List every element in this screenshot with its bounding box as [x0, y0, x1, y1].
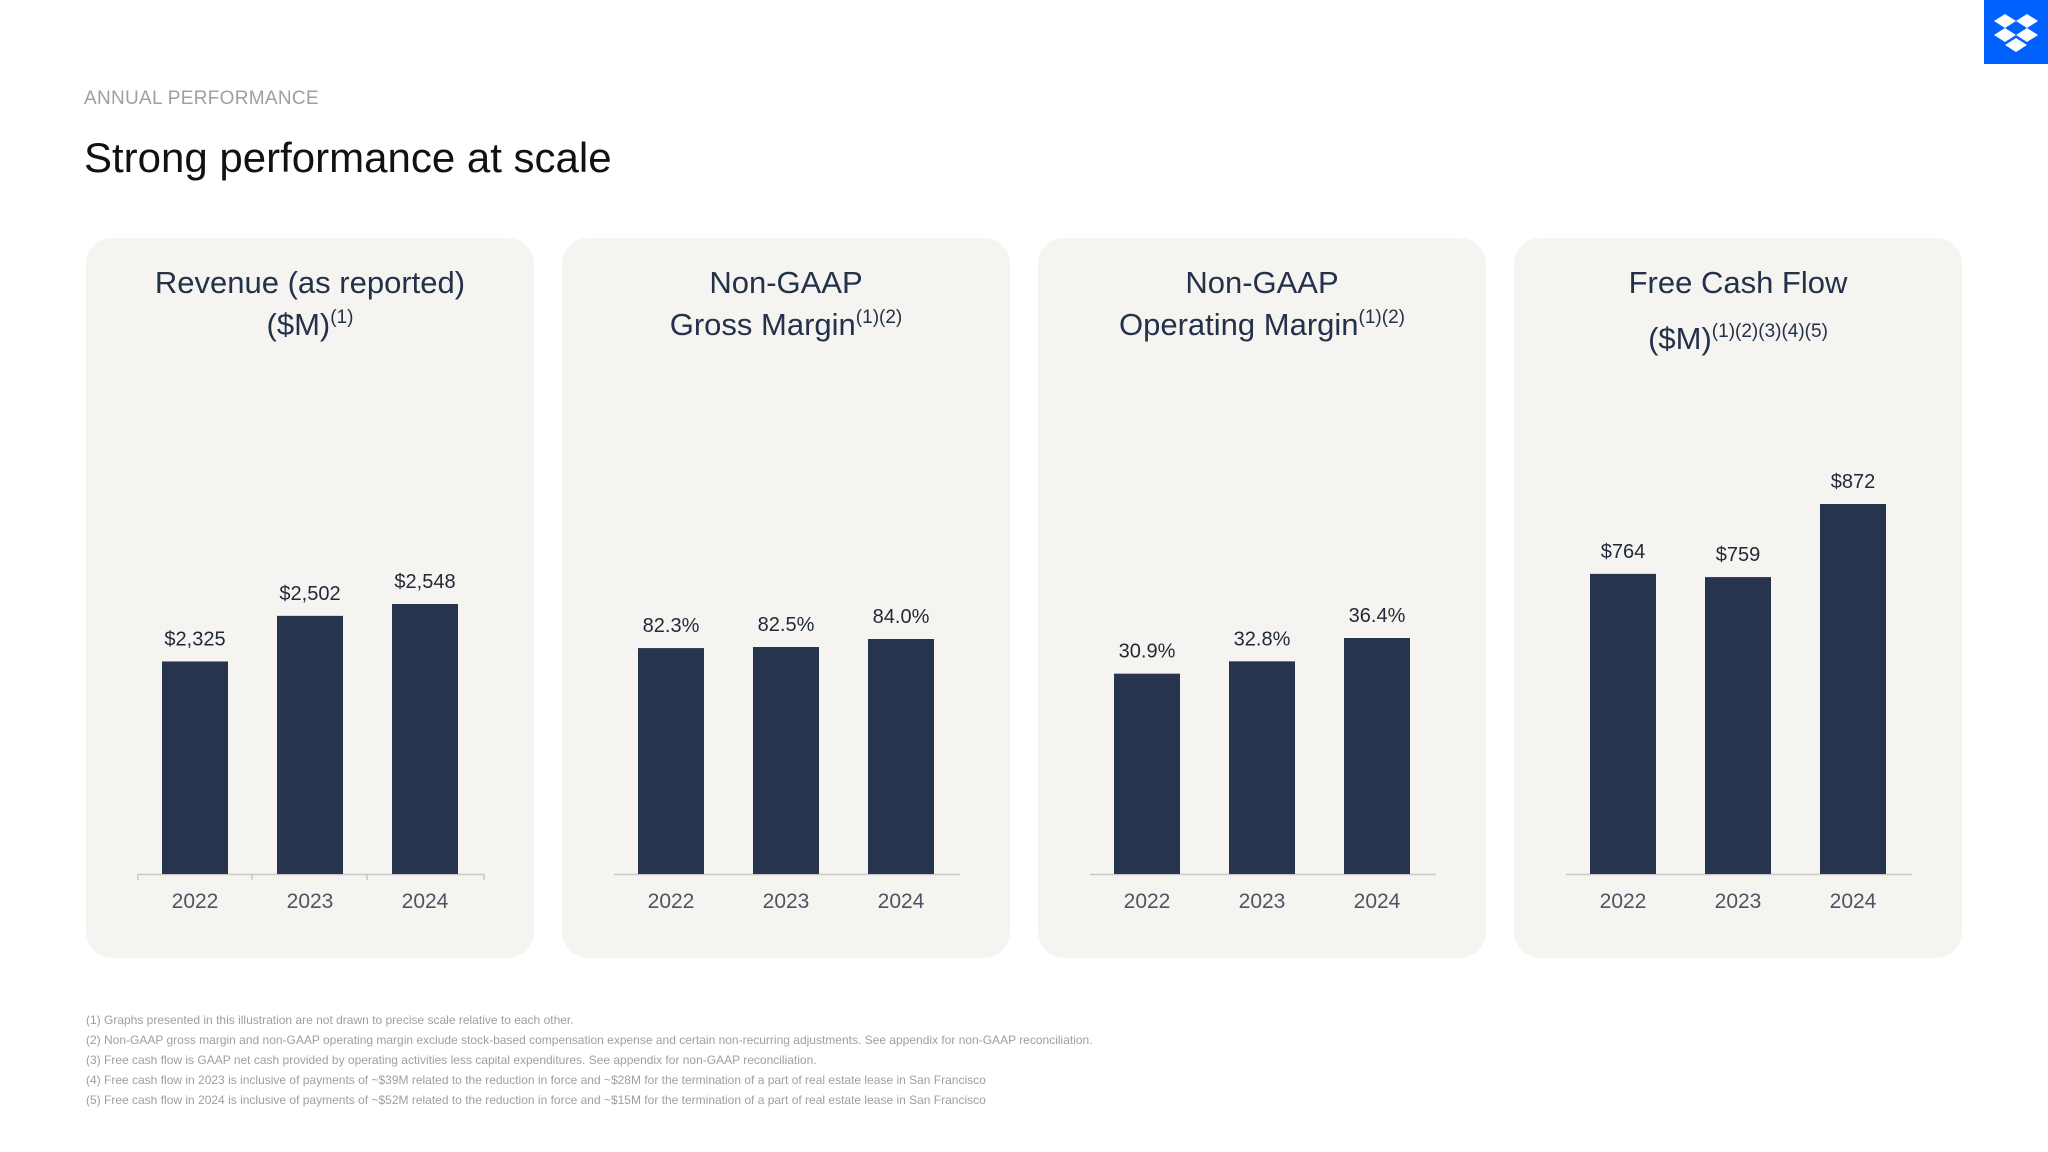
panel-title-footnote-ref: (1)(2)(3)(4)(5): [1711, 321, 1828, 342]
footnote-5: (5) Free cash flow in 2024 is inclusive …: [86, 1093, 986, 1107]
bar-2023: [1229, 661, 1295, 874]
bar-value-label: $2,325: [164, 628, 225, 650]
bar-value-label: 32.8%: [1234, 628, 1291, 650]
bar-value-label: 82.3%: [643, 615, 700, 637]
panel-title-line1: Non-GAAP: [1185, 265, 1339, 300]
panel-title-line1: Free Cash Flow: [1628, 265, 1848, 300]
bar-2022: [638, 648, 704, 874]
x-tick-label: 2024: [1354, 890, 1401, 913]
panel-title-line2: Gross Margin: [669, 307, 856, 342]
free-cash-flow-panel-title: Free Cash Flow ($M)(1)(2)(3)(4)(5): [1514, 262, 1962, 365]
section-eyebrow: ANNUAL PERFORMANCE: [84, 88, 319, 109]
footnote-3: (3) Free cash flow is GAAP net cash prov…: [86, 1053, 817, 1067]
bar-2024: [1344, 638, 1410, 874]
panel-title-footnote-ref: (1)(2): [1358, 307, 1405, 328]
operating-margin-chart: 30.9% 2022 32.8% 2023 36.4% 2024: [1090, 605, 1436, 913]
revenue-panel-title: Revenue (as reported) ($M)(1): [86, 262, 534, 351]
bar-2022: [162, 661, 228, 874]
bar-2024: [1820, 504, 1886, 874]
bar-value-label: 30.9%: [1119, 641, 1176, 663]
bar-2023: [277, 615, 343, 874]
footnote-4: (4) Free cash flow in 2023 is inclusive …: [86, 1073, 986, 1087]
bar-value-label: $759: [1716, 544, 1761, 566]
bar-value-label: $764: [1601, 541, 1646, 563]
x-tick-label: 2023: [1715, 890, 1762, 913]
x-tick-label: 2024: [878, 890, 925, 913]
x-tick-label: 2022: [1124, 890, 1171, 913]
bar-2022: [1114, 673, 1180, 874]
bar-value-label: $872: [1831, 471, 1876, 493]
operating-margin-panel-title: Non-GAAP Operating Margin(1)(2): [1038, 262, 1486, 351]
x-tick-label: 2024: [1830, 890, 1877, 913]
bar-value-label: 82.5%: [758, 614, 815, 636]
free-cash-flow-chart: $764 2022 $759 2023 $872 2024: [1566, 471, 1912, 913]
footnote-2: (2) Non-GAAP gross margin and non-GAAP o…: [86, 1033, 1093, 1047]
panel-title-footnote-ref: (1)(2): [855, 307, 903, 328]
x-tick-label: 2022: [172, 890, 219, 913]
gross-margin-panel: Non-GAAP Gross Margin(1)(2) 82.3% 2022 82.…: [562, 238, 1010, 958]
bar-value-label: $2,502: [279, 583, 340, 605]
panel-title-line2: ($M): [266, 307, 331, 342]
x-tick-label: 2022: [648, 890, 695, 913]
dropbox-logo-icon: [1994, 14, 2038, 52]
bar-2024: [868, 639, 934, 874]
x-tick-label: 2023: [287, 890, 334, 913]
gross-margin-chart: 82.3% 2022 82.5% 2023 84.0% 2024: [614, 606, 960, 913]
bar-2024: [392, 604, 458, 874]
panel-title-footnote-ref: (1): [330, 307, 354, 328]
kpi-panels: Revenue (as reported) ($M)(1) $2,325 2022…: [86, 238, 1962, 958]
panel-title-line1: Revenue (as reported): [154, 265, 466, 300]
bar-2023: [1705, 577, 1771, 874]
bar-value-label: 36.4%: [1349, 605, 1406, 627]
bar-value-label: 84.0%: [873, 606, 930, 628]
x-tick-label: 2022: [1600, 890, 1647, 913]
footnotes: (1) Graphs presented in this illustratio…: [86, 1010, 1093, 1110]
revenue-panel: Revenue (as reported) ($M)(1) $2,325 2022…: [86, 238, 534, 958]
operating-margin-panel: Non-GAAP Operating Margin(1)(2) 30.9% 202…: [1038, 238, 1486, 958]
x-tick-label: 2023: [763, 890, 810, 913]
footnote-1: (1) Graphs presented in this illustratio…: [86, 1013, 574, 1027]
panel-title-line2: ($M): [1648, 321, 1712, 356]
bar-2023: [753, 647, 819, 874]
panel-title-line2: Operating Margin: [1119, 307, 1359, 342]
bar-value-label: $2,548: [394, 571, 455, 593]
bar-2022: [1590, 573, 1656, 874]
x-tick-label: 2024: [402, 890, 449, 913]
revenue-chart: $2,325 2022 $2,502 2023 $2,548 2024: [137, 571, 485, 913]
free-cash-flow-panel: Free Cash Flow ($M)(1)(2)(3)(4)(5) $764 2…: [1514, 238, 1962, 958]
gross-margin-panel-title: Non-GAAP Gross Margin(1)(2): [562, 262, 1010, 351]
x-tick-label: 2023: [1239, 890, 1286, 913]
panel-title-line1: Non-GAAP: [709, 265, 863, 300]
dropbox-logo: [1984, 0, 2048, 64]
page-title: Strong performance at scale: [84, 134, 612, 181]
